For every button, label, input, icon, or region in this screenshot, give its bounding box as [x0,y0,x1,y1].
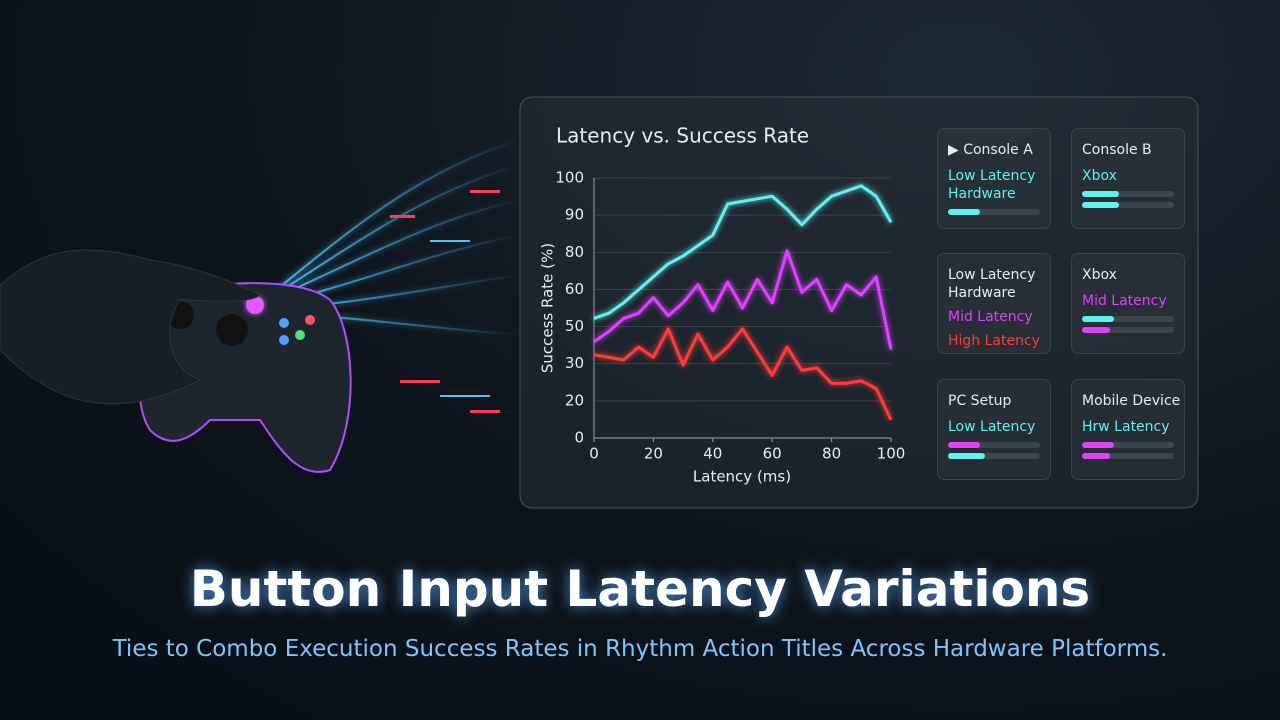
y-tick-label: 90 [565,206,584,224]
progress-bar [1082,191,1174,197]
y-tick-label: 80 [565,243,584,261]
chart-title: Latency vs. Success Rate [556,124,809,148]
x-tick-label: 80 [822,445,841,463]
card-line: High Latency [948,333,1040,349]
card-title: Console B [1082,142,1152,158]
card-line: Mid Latency [1082,293,1167,309]
progress-bar [1082,316,1174,322]
x-tick-label: 0 [589,445,599,463]
glitch-dashes [390,190,500,413]
series-line [593,184,893,320]
y-tick-label: 60 [565,280,584,298]
hand [0,249,261,405]
card: ▶︎ Console A Low Latency Hardware [937,128,1051,229]
card-title: PC Setup [948,393,1012,409]
progress-bar [1082,202,1174,208]
x-tick-label: 20 [644,445,663,463]
y-tick-label: 0 [574,429,584,447]
x-tick-label: 40 [703,445,722,463]
card-title: Low Latency Hardware [948,267,1036,301]
card-title-text: Console A [963,142,1033,158]
progress-bar [948,442,1040,448]
y-tick-label: 50 [565,317,584,335]
card-title: ▶︎ Console A [948,142,1033,158]
y-tick-label: 30 [565,354,584,372]
card: Mobile Device Hrw Latency [1071,379,1185,480]
progress-bar [1082,327,1174,333]
y-axis-label: Success Rate (%) [539,243,557,373]
x-tick-label: 60 [763,445,782,463]
y-tick-label: 100 [555,169,584,187]
card: Console B Xbox [1071,128,1185,229]
card: Xbox Mid Latency [1071,253,1185,354]
progress-bar [948,453,1040,459]
card-title: Xbox [1082,267,1117,283]
headline: Button Input Latency Variations [189,560,1091,618]
card-line: Mid Latency [948,309,1033,325]
progress-bar [1082,442,1174,448]
progress-bar [948,209,1040,215]
card-line: Low Latency [948,419,1036,435]
x-tick-label: 100 [877,445,906,463]
progress-bar [1082,453,1174,459]
plot: 0 20 30 50 60 80 90 100 0 20 40 60 80 100 [555,169,905,463]
series-line [593,327,893,421]
card-title: Mobile Device [1082,393,1181,409]
card-line: Xbox [1082,168,1117,184]
card-line: Low Latency Hardware [948,168,1036,202]
y-tick-label: 20 [565,391,584,409]
card-line: Hrw Latency [1082,419,1170,435]
card: PC Setup Low Latency [937,379,1051,480]
subheadline: Ties to Combo Execution Success Rates in… [112,636,1168,662]
x-axis-label: Latency (ms) [693,468,791,486]
series-line [593,249,893,350]
card: Low Latency Hardware Mid Latency High La… [937,253,1051,354]
